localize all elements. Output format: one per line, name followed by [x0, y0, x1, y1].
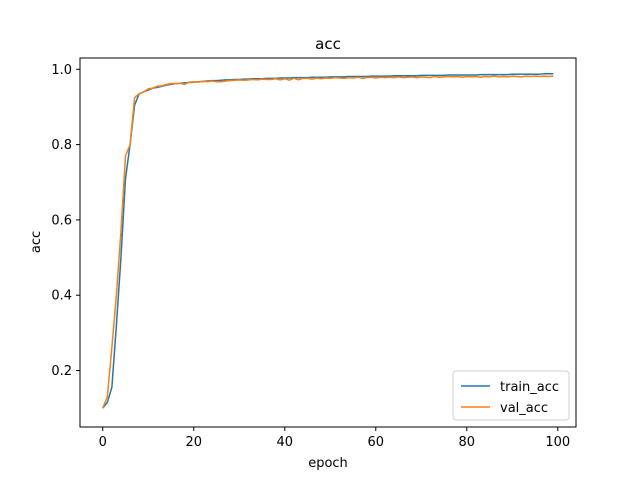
series-line-train-acc [102, 73, 554, 409]
y-tick-label: 0.8 [51, 138, 72, 153]
legend-label-train-acc: train_acc [500, 380, 559, 395]
y-tick-label: 0.6 [51, 213, 72, 228]
x-tick-label: 20 [185, 435, 202, 450]
x-tick-label: 60 [368, 435, 385, 450]
series-line-val-acc [102, 75, 554, 409]
x-tick-label: 0 [99, 435, 107, 450]
plot-frame [79, 57, 577, 428]
y-tick-label: 0.4 [51, 289, 72, 304]
y-tick-label: 1.0 [51, 63, 72, 78]
x-tick-label: 100 [545, 435, 570, 450]
y-axis-ticks: 0.2 0.4 0.6 0.8 1.0 [51, 63, 80, 379]
x-axis-label: epoch [308, 456, 348, 471]
y-axis-label: acc [29, 231, 44, 253]
chart-title: acc [315, 35, 341, 53]
x-axis-ticks: 0 20 40 60 80 100 [99, 427, 570, 450]
legend: train_acc val_acc [452, 370, 570, 421]
x-tick-label: 40 [276, 435, 293, 450]
x-tick-label: 80 [459, 435, 476, 450]
series-lines [102, 73, 554, 409]
y-tick-label: 0.2 [51, 364, 72, 379]
legend-label-val-acc: val_acc [500, 401, 548, 416]
